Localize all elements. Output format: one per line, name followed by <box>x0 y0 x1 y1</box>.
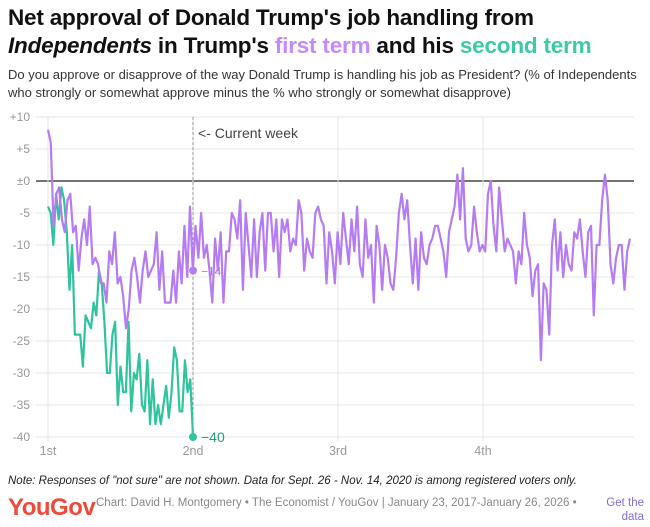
title-line1: Net approval of Donald Trump's job handl… <box>8 5 534 30</box>
title-and: and his <box>370 33 460 58</box>
y-tick-label: -25 <box>13 334 31 348</box>
current-week-annotation: <- Current week <box>198 125 299 141</box>
chart-title: Net approval of Donald Trump's job handl… <box>8 4 592 60</box>
y-tick-label: -5 <box>19 206 30 220</box>
chart-subtitle: Do you approve or disapprove of the way … <box>8 67 637 100</box>
x-tick-label: 3rd <box>329 444 347 458</box>
title-mid: in Trump's <box>151 33 275 58</box>
end-value-label: −40 <box>201 429 225 445</box>
end-value-label: −14 <box>201 265 222 279</box>
end-marker <box>189 266 197 275</box>
y-tick-label: -20 <box>13 302 31 316</box>
footnote: Note: Responses of "not sure" are not sh… <box>8 475 577 487</box>
get-data-link[interactable]: Get the data <box>606 497 644 523</box>
credit-text: Chart: David H. Montgomery • The Economi… <box>96 497 577 509</box>
end-marker <box>189 433 197 441</box>
y-tick-label: -15 <box>13 270 31 284</box>
x-tick-label: 1st <box>40 444 57 458</box>
y-tick-label: -30 <box>13 366 31 380</box>
title-independents: Independents <box>8 33 152 58</box>
y-tick-label: -40 <box>13 430 31 444</box>
series-line-first-term <box>46 129 632 362</box>
x-tick-label: 4th <box>474 444 491 458</box>
title-first-term: first term <box>274 33 371 58</box>
y-tick-label: -10 <box>13 238 31 252</box>
yougov-logo: YouGov <box>8 494 96 521</box>
x-tick-label: 2nd <box>183 444 204 458</box>
credit-line: Get the data Chart: David H. Montgomery … <box>96 496 644 524</box>
y-tick-label: +5 <box>16 142 30 156</box>
series-line-second-term <box>46 186 195 438</box>
line-chart: +10 +5 ±0 -5 -10 -15 -20 -25 -30 -35 -40 1st 2nd 3rd 4… <box>10 110 634 458</box>
y-tick-label: +10 <box>10 110 31 124</box>
title-second-term: second term <box>459 33 592 58</box>
y-tick-label: ±0 <box>17 174 31 188</box>
y-tick-label: -35 <box>13 398 31 412</box>
